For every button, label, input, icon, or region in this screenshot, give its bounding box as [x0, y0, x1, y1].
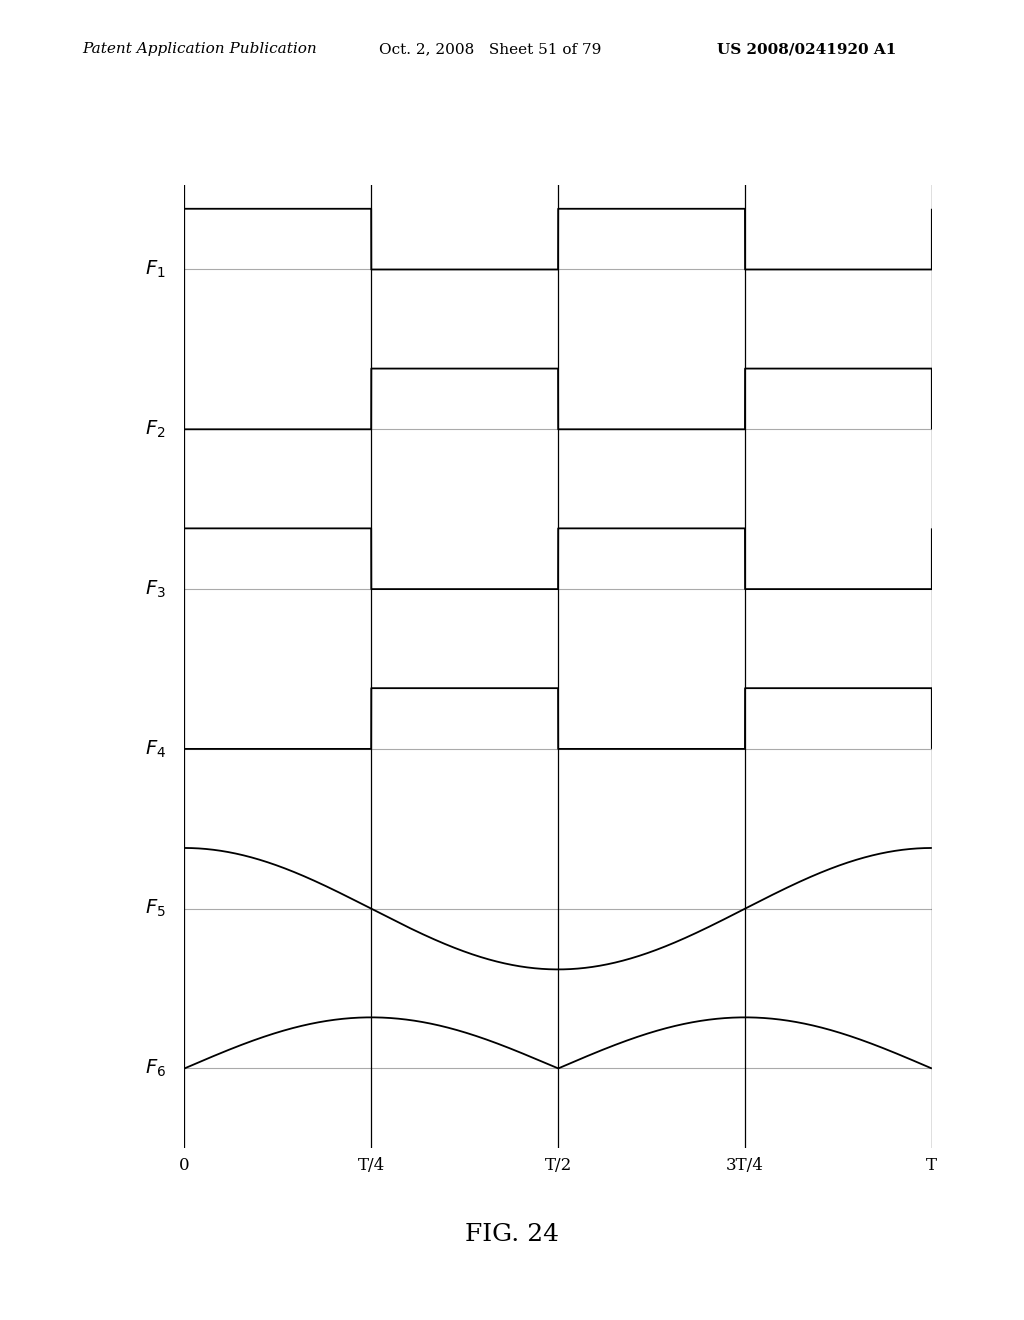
Text: $F_4$: $F_4$: [144, 738, 166, 759]
Text: $F_2$: $F_2$: [145, 418, 166, 440]
Text: $F_6$: $F_6$: [144, 1057, 166, 1080]
Text: $F_1$: $F_1$: [145, 259, 166, 280]
Text: $F_5$: $F_5$: [145, 898, 166, 919]
Text: $F_3$: $F_3$: [144, 578, 166, 599]
Text: FIG. 24: FIG. 24: [465, 1222, 559, 1246]
Text: Patent Application Publication: Patent Application Publication: [82, 42, 316, 57]
Text: Oct. 2, 2008   Sheet 51 of 79: Oct. 2, 2008 Sheet 51 of 79: [379, 42, 601, 57]
Text: US 2008/0241920 A1: US 2008/0241920 A1: [717, 42, 896, 57]
